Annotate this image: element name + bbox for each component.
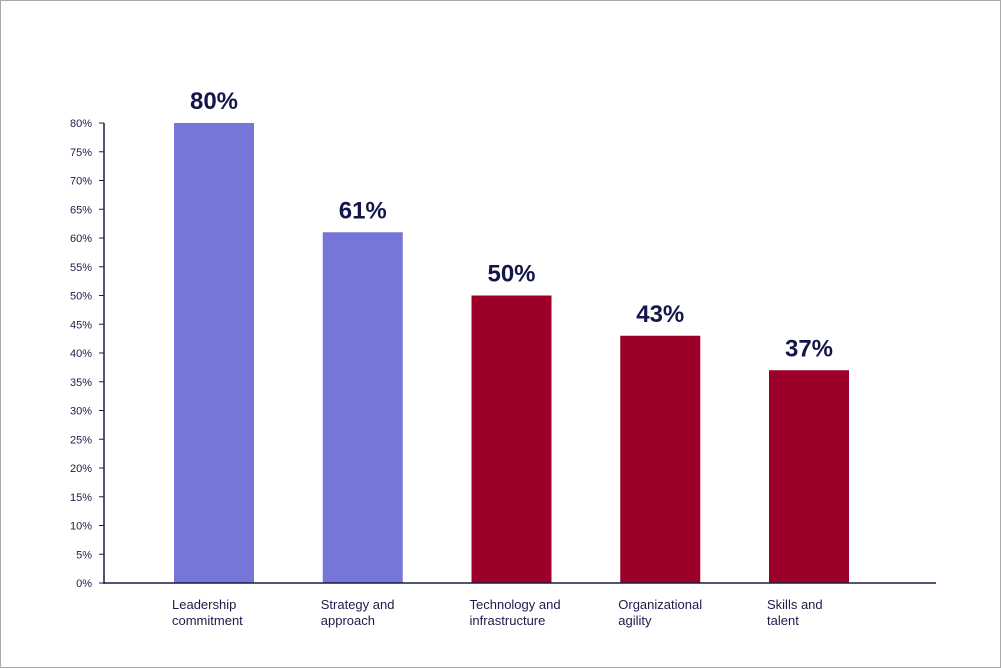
y-tick-label: 60% bbox=[70, 233, 92, 245]
category-label: approach bbox=[321, 613, 375, 628]
y-tick-label: 10% bbox=[70, 521, 92, 533]
y-tick-label: 35% bbox=[70, 377, 92, 389]
y-tick-label: 25% bbox=[70, 434, 92, 446]
bar bbox=[322, 232, 403, 583]
bar-value-label: 37% bbox=[785, 335, 833, 362]
category-label: Skills and bbox=[767, 597, 823, 612]
category-label: Organizational bbox=[618, 597, 702, 612]
y-tick-label: 45% bbox=[70, 319, 92, 331]
category-label: Strategy and bbox=[321, 597, 395, 612]
category-label: talent bbox=[767, 613, 799, 628]
y-tick-label: 70% bbox=[70, 176, 92, 188]
y-tick-label: 20% bbox=[70, 463, 92, 475]
y-tick-label: 55% bbox=[70, 262, 92, 274]
y-tick-label: 30% bbox=[70, 406, 92, 418]
bar-value-label: 61% bbox=[339, 197, 387, 224]
bar-value-label: 50% bbox=[487, 261, 535, 288]
category-label: agility bbox=[618, 613, 652, 628]
y-tick-label: 40% bbox=[70, 348, 92, 360]
y-tick-label: 75% bbox=[70, 147, 92, 159]
category-label: commitment bbox=[172, 613, 243, 628]
bar bbox=[620, 335, 701, 583]
bar bbox=[471, 295, 552, 583]
category-label: infrastructure bbox=[470, 613, 546, 628]
bar bbox=[174, 123, 254, 583]
y-tick-label: 0% bbox=[76, 578, 92, 590]
bar bbox=[769, 370, 849, 583]
y-tick-label: 80% bbox=[70, 118, 92, 130]
y-tick-label: 65% bbox=[70, 204, 92, 216]
category-label: Technology and bbox=[470, 597, 561, 612]
y-tick-label: 5% bbox=[76, 549, 92, 561]
category-label: Leadership bbox=[172, 597, 236, 612]
bar-value-label: 43% bbox=[636, 301, 684, 328]
y-tick-label: 15% bbox=[70, 492, 92, 504]
y-tick-label: 50% bbox=[70, 291, 92, 303]
bar-value-label: 80% bbox=[190, 88, 238, 115]
